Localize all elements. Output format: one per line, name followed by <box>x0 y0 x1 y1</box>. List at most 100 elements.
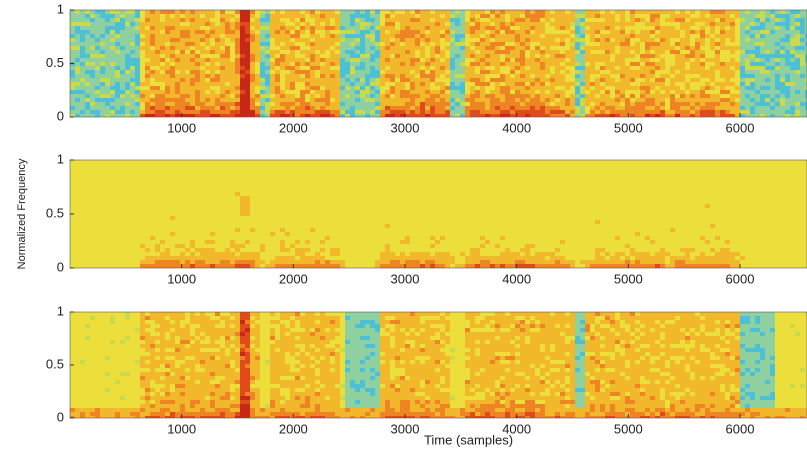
spectrogram-cell <box>105 236 110 240</box>
spectrogram-cell <box>215 212 220 216</box>
spectrogram-cell <box>180 256 185 260</box>
spectrogram-cell <box>380 94 385 98</box>
spectrogram-cell <box>740 66 745 70</box>
spectrogram-cell <box>560 66 565 70</box>
spectrogram-cell <box>640 34 645 38</box>
spectrogram-cell <box>485 54 490 58</box>
spectrogram-cell <box>795 14 800 18</box>
spectrogram-cell <box>500 74 505 78</box>
spectrogram-cell <box>765 102 770 106</box>
spectrogram-cell <box>135 244 140 248</box>
spectrogram-cell <box>615 34 620 38</box>
spectrogram-cell <box>800 42 805 46</box>
spectrogram-cell <box>715 106 720 110</box>
spectrogram-cell <box>610 66 615 70</box>
spectrogram-cell <box>745 46 750 50</box>
spectrogram-cell <box>340 82 345 86</box>
spectrogram-cell <box>380 18 385 22</box>
spectrogram-cell <box>270 30 275 34</box>
spectrogram-cell <box>465 86 470 90</box>
spectrogram-cell <box>670 34 675 38</box>
spectrogram-cell <box>190 160 195 164</box>
spectrogram-cell <box>350 82 355 86</box>
spectrogram-cell <box>485 98 490 102</box>
spectrogram-cell <box>150 196 155 200</box>
spectrogram-cell <box>590 106 595 110</box>
spectrogram-cell <box>100 66 105 70</box>
spectrogram-cell <box>80 14 85 18</box>
spectrogram-cell <box>180 192 185 196</box>
spectrogram-cell <box>525 90 530 94</box>
spectrogram-cell <box>270 106 275 110</box>
spectrogram-cell <box>725 110 730 114</box>
spectrogram-cell <box>200 168 205 172</box>
spectrogram-cell <box>150 26 155 30</box>
spectrogram-cell <box>115 188 120 192</box>
spectrogram-cell <box>610 98 615 102</box>
spectrogram-cell <box>95 62 100 66</box>
spectrogram-cell <box>95 248 100 252</box>
spectrogram-cell <box>205 252 210 256</box>
spectrogram-cell <box>720 46 725 50</box>
spectrogram-cell <box>170 114 175 117</box>
spectrogram-cell <box>95 58 100 62</box>
spectrogram-cell <box>220 208 225 212</box>
spectrogram-cell <box>460 74 465 78</box>
spectrogram-cell <box>295 54 300 58</box>
spectrogram-cell <box>120 42 125 46</box>
spectrogram-cell <box>715 26 720 30</box>
spectrogram-cell <box>70 70 75 74</box>
spectrogram-cell <box>460 78 465 82</box>
spectrogram-cell <box>415 10 420 14</box>
spectrogram-cell <box>115 18 120 22</box>
spectrogram-cell <box>425 106 430 110</box>
spectrogram-cell <box>605 42 610 46</box>
spectrogram-cell <box>750 90 755 94</box>
spectrogram-cell <box>445 102 450 106</box>
spectrogram-cell <box>85 208 90 212</box>
spectrogram-cell <box>320 26 325 30</box>
spectrogram-cell <box>650 74 655 78</box>
spectrogram-cell <box>655 74 660 78</box>
spectrogram-cell <box>395 14 400 18</box>
spectrogram-cell <box>360 58 365 62</box>
spectrogram-cell <box>250 114 255 117</box>
spectrogram-cell <box>265 54 270 58</box>
spectrogram-cell <box>780 78 785 82</box>
spectrogram-cell <box>720 106 725 110</box>
spectrogram-cell <box>215 54 220 58</box>
spectrogram-cell <box>165 98 170 102</box>
spectrogram-cell <box>75 240 80 244</box>
spectrogram-cell <box>785 46 790 50</box>
spectrogram-cell <box>185 54 190 58</box>
spectrogram-cell <box>305 86 310 90</box>
spectrogram-cell <box>180 176 185 180</box>
spectrogram-cell <box>570 70 575 74</box>
spectrogram-cell <box>725 106 730 110</box>
spectrogram-cell <box>145 114 150 117</box>
spectrogram-cell <box>515 18 520 22</box>
spectrogram-cell <box>70 18 75 22</box>
spectrogram-cell <box>95 176 100 180</box>
spectrogram-cell <box>85 228 90 232</box>
spectrogram-cell <box>300 70 305 74</box>
spectrogram-cell <box>300 74 305 78</box>
spectrogram-cell <box>445 66 450 70</box>
spectrogram-cell <box>575 82 580 86</box>
spectrogram-cell <box>160 252 165 256</box>
spectrogram-cell <box>250 94 255 98</box>
spectrogram-cell <box>525 10 530 14</box>
spectrogram-cell <box>695 30 700 34</box>
spectrogram-cell <box>625 66 630 70</box>
spectrogram-cell <box>480 110 485 114</box>
spectrogram-cell <box>510 54 515 58</box>
spectrogram-cell <box>110 240 115 244</box>
spectrogram-cell <box>95 200 100 204</box>
spectrogram-cell <box>145 252 150 256</box>
spectrogram-cell <box>680 74 685 78</box>
spectrogram-cell <box>300 66 305 70</box>
spectrogram-cell <box>620 50 625 54</box>
spectrogram-cell <box>655 114 660 117</box>
spectrogram-cell <box>510 66 515 70</box>
spectrogram-cell <box>755 50 760 54</box>
